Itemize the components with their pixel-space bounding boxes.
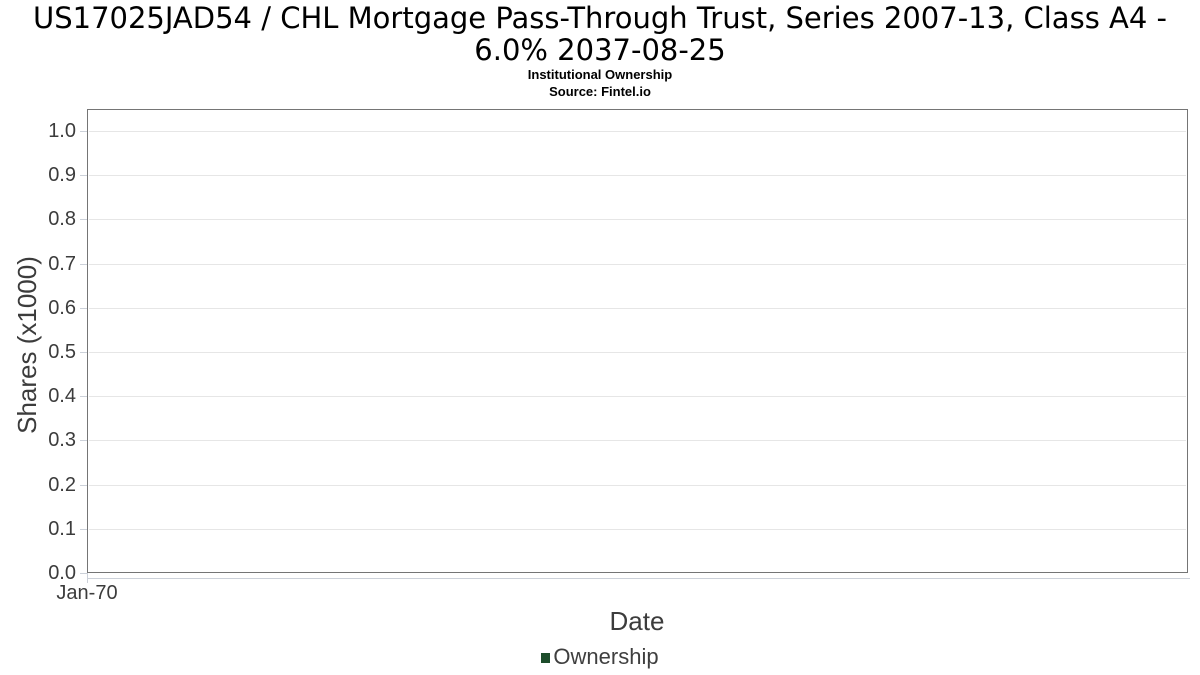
y-tick-label: 0.2 <box>48 474 76 496</box>
chart-subtitle: Institutional Ownership <box>527 67 673 82</box>
x-axis-tick-mark <box>87 573 88 583</box>
y-axis-tick-mark <box>80 264 87 265</box>
y-tick-label: 0.4 <box>48 385 76 407</box>
x-axis-title: Date <box>609 606 665 636</box>
y-gridline <box>89 485 1186 486</box>
y-tick-label: 0.0 <box>48 562 76 584</box>
y-gridline <box>89 131 1186 132</box>
y-gridline <box>89 219 1186 220</box>
y-axis-tick-mark <box>80 396 87 397</box>
y-axis-tick-mark <box>80 308 87 309</box>
y-gridline <box>89 440 1186 441</box>
chart-title-line1: US17025JAD54 / CHL Mortgage Pass-Through… <box>33 1 1167 35</box>
y-gridline <box>89 175 1186 176</box>
y-tick-label: 0.1 <box>48 518 76 540</box>
y-axis-tick-mark <box>80 131 87 132</box>
chart-source: Source: Fintel.io <box>549 84 651 99</box>
y-axis-tick-mark <box>80 352 87 353</box>
y-tick-label: 0.5 <box>48 341 76 363</box>
plot-area <box>87 109 1188 573</box>
y-tick-label: 0.6 <box>48 297 76 319</box>
y-axis-tick-mark <box>80 219 87 220</box>
y-gridline <box>89 352 1186 353</box>
y-tick-label: 0.9 <box>48 164 76 186</box>
y-tick-label: 0.7 <box>48 253 76 275</box>
y-gridline <box>89 529 1186 530</box>
chart-title-line2: 6.0% 2037-08-25 <box>474 33 726 67</box>
y-tick-label: 0.3 <box>48 429 76 451</box>
y-gridline <box>89 308 1186 309</box>
y-axis-tick-mark <box>80 485 87 486</box>
y-axis-tick-mark <box>80 573 87 574</box>
y-tick-label: 1.0 <box>48 120 76 142</box>
legend-marker-icon <box>541 653 551 663</box>
y-axis-tick-mark <box>80 175 87 176</box>
y-tick-label: 0.8 <box>48 208 76 230</box>
y-gridline <box>89 264 1186 265</box>
legend-item-label: Ownership <box>553 644 659 669</box>
chart-title: US17025JAD54 / CHL Mortgage Pass-Through… <box>0 2 1200 66</box>
x-axis-line <box>87 578 1190 579</box>
y-axis-tick-mark <box>80 440 87 441</box>
y-axis-tick-mark <box>80 529 87 530</box>
legend-item-ownership[interactable]: Ownership <box>541 644 659 669</box>
legend: Ownership <box>0 645 1200 669</box>
x-tick-label-jan-70: Jan-70 <box>56 582 118 604</box>
y-gridline <box>89 396 1186 397</box>
